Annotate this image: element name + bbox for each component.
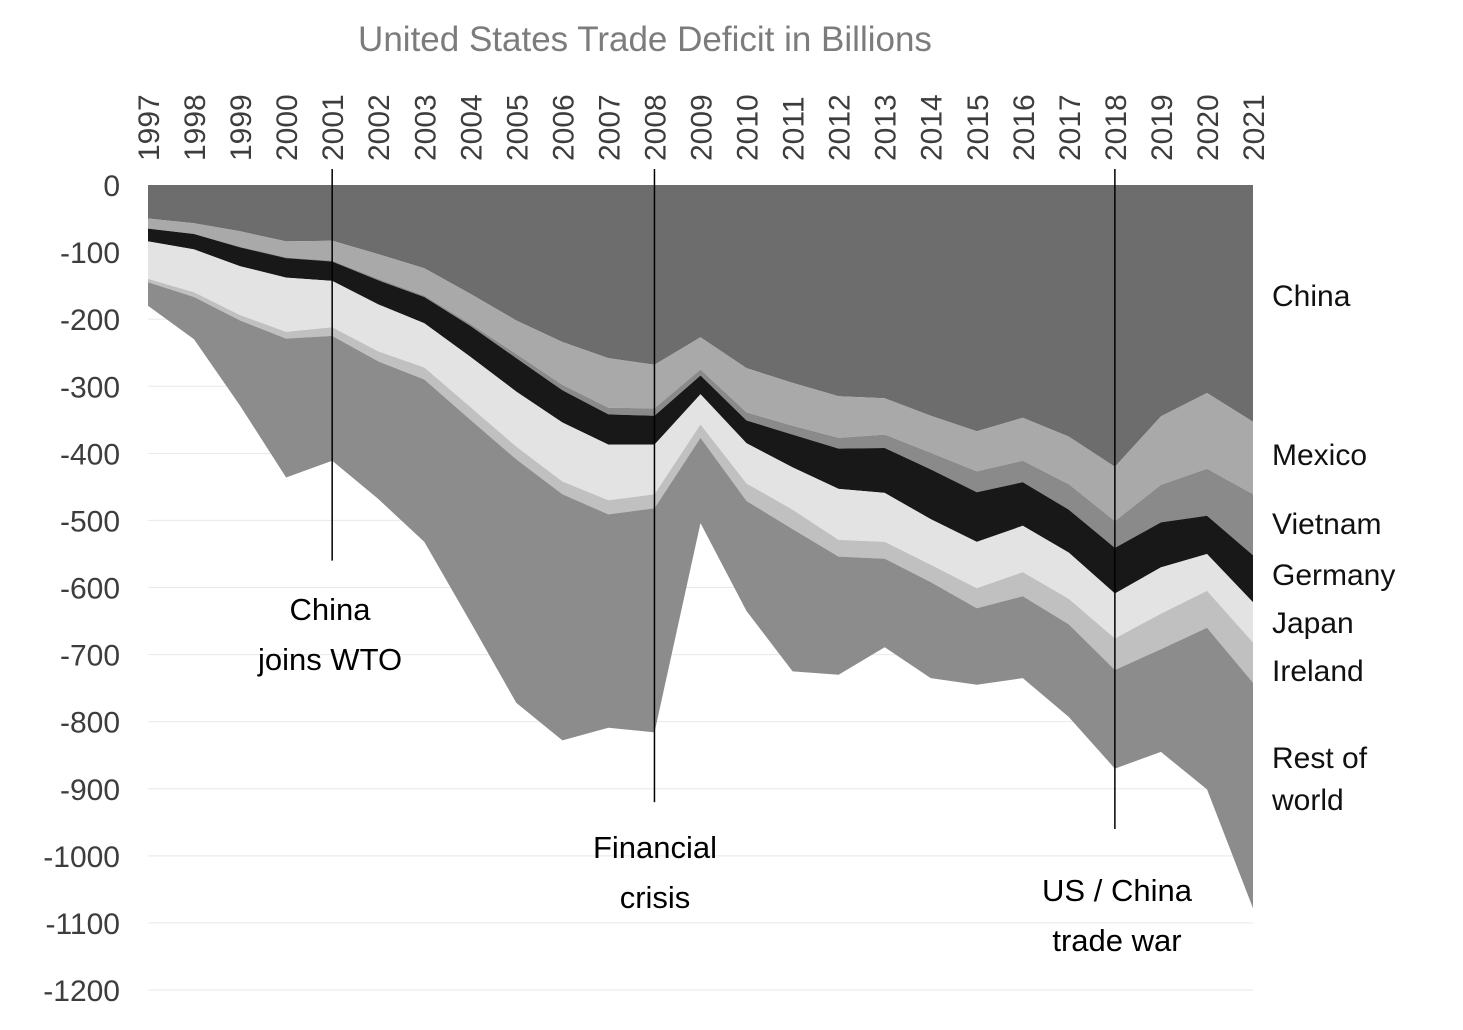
y-axis-tick-label: -500 — [60, 505, 120, 538]
x-axis-year-label: 2005 — [501, 94, 534, 161]
annotation-china-wto: China joins WTO — [195, 585, 465, 685]
x-axis-year-label: 2006 — [547, 94, 580, 161]
x-axis-year-label: 2018 — [1100, 94, 1133, 161]
x-axis-year-label: 2021 — [1238, 94, 1271, 161]
area-rest-of-world — [148, 282, 1253, 909]
chart-title: United States Trade Deficit in Billions — [358, 20, 932, 59]
x-axis-year-label: 2002 — [363, 94, 396, 161]
annotation-financial-crisis-line2: crisis — [619, 880, 691, 915]
series-label-mexico: Mexico — [1272, 439, 1368, 472]
x-axis-year-label: 2020 — [1192, 94, 1225, 161]
x-axis-year-label: 2016 — [1008, 94, 1041, 161]
x-axis-year-label: 2007 — [593, 94, 626, 161]
y-axis-tick-label: -1000 — [43, 841, 120, 874]
y-axis-tick-label: -200 — [60, 304, 120, 337]
series-label-rest-of-world: Rest of world — [1272, 742, 1368, 817]
series-label-germany: Germany — [1272, 559, 1396, 592]
annotation-trade-war: US / China trade war — [967, 866, 1267, 966]
y-axis-tick-label: -100 — [60, 237, 120, 270]
y-axis-tick-label: -700 — [60, 640, 120, 673]
area-ireland — [148, 278, 1253, 683]
x-axis-year-label: 2009 — [686, 94, 719, 161]
annotation-financial-crisis: Financial crisis — [520, 823, 790, 923]
y-axis-tick-label: 0 — [103, 170, 120, 203]
x-axis-year-label: 2010 — [732, 94, 765, 161]
x-axis-year-label: 2019 — [1146, 94, 1179, 161]
area-mexico — [148, 218, 1253, 522]
area-china — [148, 185, 1253, 467]
x-axis-year-label: 2011 — [778, 96, 811, 161]
y-axis-tick-label: -800 — [60, 707, 120, 740]
x-axis-year-label: 2015 — [962, 94, 995, 161]
x-axis-year-label: 2017 — [1054, 94, 1087, 161]
x-axis-year-label: 2003 — [409, 94, 442, 161]
y-axis-tick-label: -900 — [60, 774, 120, 807]
area-japan — [148, 241, 1253, 643]
y-axis-tick-label: -600 — [60, 573, 120, 606]
area-germany — [148, 228, 1253, 603]
x-axis-year-label: 1997 — [133, 94, 166, 161]
annotation-trade-war-line1: US / China — [1042, 873, 1192, 908]
x-axis-year-label: 2000 — [271, 94, 304, 161]
x-axis-year-label: 2012 — [824, 94, 857, 161]
y-axis-tick-label: -1200 — [43, 975, 120, 1008]
annotation-trade-war-line2: trade war — [1052, 923, 1182, 958]
x-axis-year-label: 2004 — [455, 94, 488, 161]
y-axis-tick-label: -1100 — [45, 908, 120, 941]
x-axis-year-label: 2008 — [639, 94, 672, 161]
annotation-financial-crisis-line1: Financial — [592, 830, 718, 865]
y-axis-tick-label: -300 — [60, 371, 120, 404]
series-label-vietnam: Vietnam — [1272, 508, 1382, 541]
x-axis-year-label: 1999 — [225, 94, 258, 161]
x-axis-year-label: 2001 — [317, 94, 350, 161]
annotation-china-wto-line1: China — [289, 592, 371, 627]
x-axis-year-label: 2013 — [870, 94, 903, 161]
series-label-ireland: Ireland — [1272, 655, 1364, 688]
area-vietnam — [148, 228, 1253, 556]
series-label-china: China — [1272, 280, 1351, 313]
x-axis-year-label: 1998 — [179, 94, 212, 161]
annotation-china-wto-line2: joins WTO — [257, 642, 403, 677]
x-axis-year-label: 2014 — [916, 94, 949, 161]
y-axis-tick-label: -400 — [60, 438, 120, 471]
series-label-japan: Japan — [1272, 607, 1354, 640]
